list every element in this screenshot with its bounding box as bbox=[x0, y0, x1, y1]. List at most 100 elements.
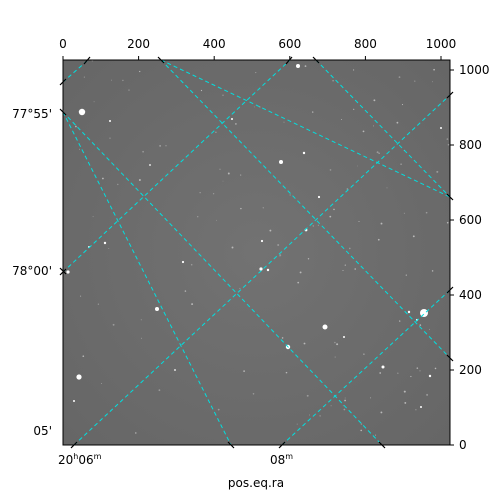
faint-star bbox=[231, 246, 234, 249]
faint-star bbox=[375, 434, 377, 436]
faint-star bbox=[346, 188, 349, 190]
faint-star bbox=[239, 287, 241, 289]
star bbox=[109, 120, 111, 122]
faint-star bbox=[219, 168, 221, 170]
faint-star bbox=[405, 274, 407, 276]
faint-star bbox=[447, 143, 450, 146]
right-tick-label: 600 bbox=[459, 213, 482, 227]
faint-star bbox=[158, 389, 161, 392]
faint-star bbox=[165, 145, 167, 147]
faint-star bbox=[370, 397, 372, 399]
faint-star bbox=[362, 130, 365, 133]
faint-star bbox=[212, 193, 215, 195]
faint-star bbox=[348, 247, 351, 250]
star bbox=[420, 309, 428, 317]
faint-star bbox=[434, 367, 437, 370]
top-tick-label: 0 bbox=[59, 37, 67, 51]
faint-star bbox=[419, 370, 421, 372]
dec-tick-label: 05' bbox=[33, 424, 52, 438]
star-field bbox=[63, 60, 450, 436]
faint-star bbox=[216, 219, 218, 221]
right-tick-label: 800 bbox=[459, 138, 482, 152]
faint-star bbox=[426, 393, 429, 396]
faint-star bbox=[191, 303, 194, 306]
ra-grid-line bbox=[63, 60, 291, 273]
dec-grid-line bbox=[160, 60, 450, 198]
faint-star bbox=[97, 303, 100, 305]
coordinate-grid bbox=[63, 60, 450, 445]
faint-star bbox=[333, 208, 335, 211]
star bbox=[231, 118, 233, 120]
ra-grid-line bbox=[63, 60, 89, 83]
faint-star bbox=[380, 222, 383, 225]
faint-star bbox=[299, 271, 302, 274]
faint-star bbox=[108, 248, 110, 249]
faint-star bbox=[312, 111, 314, 113]
faint-star bbox=[354, 268, 357, 270]
faint-star bbox=[446, 221, 449, 224]
faint-star bbox=[128, 89, 130, 91]
star bbox=[343, 336, 345, 338]
star bbox=[279, 160, 283, 164]
star bbox=[428, 374, 432, 378]
faint-star bbox=[332, 79, 334, 82]
faint-star bbox=[379, 372, 382, 374]
faint-star bbox=[342, 269, 344, 272]
faint-star bbox=[184, 290, 187, 292]
faint-star bbox=[240, 207, 242, 210]
faint-star bbox=[92, 216, 94, 218]
faint-star bbox=[425, 211, 428, 214]
faint-star bbox=[397, 372, 399, 374]
faint-star bbox=[269, 229, 272, 232]
star bbox=[266, 268, 270, 272]
faint-star bbox=[336, 343, 339, 346]
faint-star bbox=[376, 151, 379, 154]
faint-star bbox=[312, 225, 315, 227]
dec-tick-label: 77°55' bbox=[12, 107, 52, 121]
star bbox=[76, 374, 82, 380]
faint-star bbox=[358, 220, 360, 223]
top-tick-label: 600 bbox=[278, 37, 301, 51]
faint-star bbox=[215, 131, 217, 133]
faint-star bbox=[344, 264, 346, 266]
faint-star bbox=[378, 152, 380, 154]
faint-star bbox=[386, 187, 388, 189]
faint-star bbox=[100, 382, 103, 385]
faint-star bbox=[240, 174, 242, 176]
faint-star bbox=[410, 375, 412, 378]
faint-star bbox=[277, 244, 280, 246]
faint-star bbox=[412, 235, 415, 238]
star bbox=[407, 310, 411, 314]
faint-star bbox=[353, 108, 355, 110]
star bbox=[155, 307, 159, 311]
ra-tick-label: 20h06m bbox=[58, 452, 102, 467]
faint-star bbox=[200, 89, 203, 92]
faint-star bbox=[135, 432, 137, 434]
right-tick-label: 1000 bbox=[459, 63, 490, 77]
plot-frame bbox=[62, 59, 451, 446]
faint-star bbox=[419, 324, 422, 326]
faint-star bbox=[416, 367, 419, 369]
faint-star bbox=[360, 423, 363, 425]
faint-star bbox=[75, 125, 77, 128]
faint-star bbox=[217, 408, 220, 411]
faint-star bbox=[309, 414, 310, 416]
faint-star bbox=[341, 119, 342, 120]
faint-star bbox=[344, 399, 347, 402]
star bbox=[322, 324, 328, 330]
faint-star bbox=[109, 137, 111, 139]
faint-star bbox=[404, 401, 407, 404]
faint-star bbox=[343, 408, 346, 411]
faint-star bbox=[360, 429, 363, 432]
faint-star bbox=[197, 216, 199, 218]
faint-star bbox=[243, 370, 245, 372]
right-tick-label: 200 bbox=[459, 363, 482, 377]
faint-star bbox=[255, 72, 257, 74]
faint-star bbox=[403, 390, 406, 393]
faint-star bbox=[414, 80, 416, 82]
world-axis-ticks bbox=[59, 56, 454, 449]
faint-star bbox=[78, 148, 81, 150]
dec-grid-line bbox=[315, 60, 450, 198]
faint-star bbox=[317, 224, 319, 226]
dec-tick-label: 78°00' bbox=[12, 264, 52, 278]
